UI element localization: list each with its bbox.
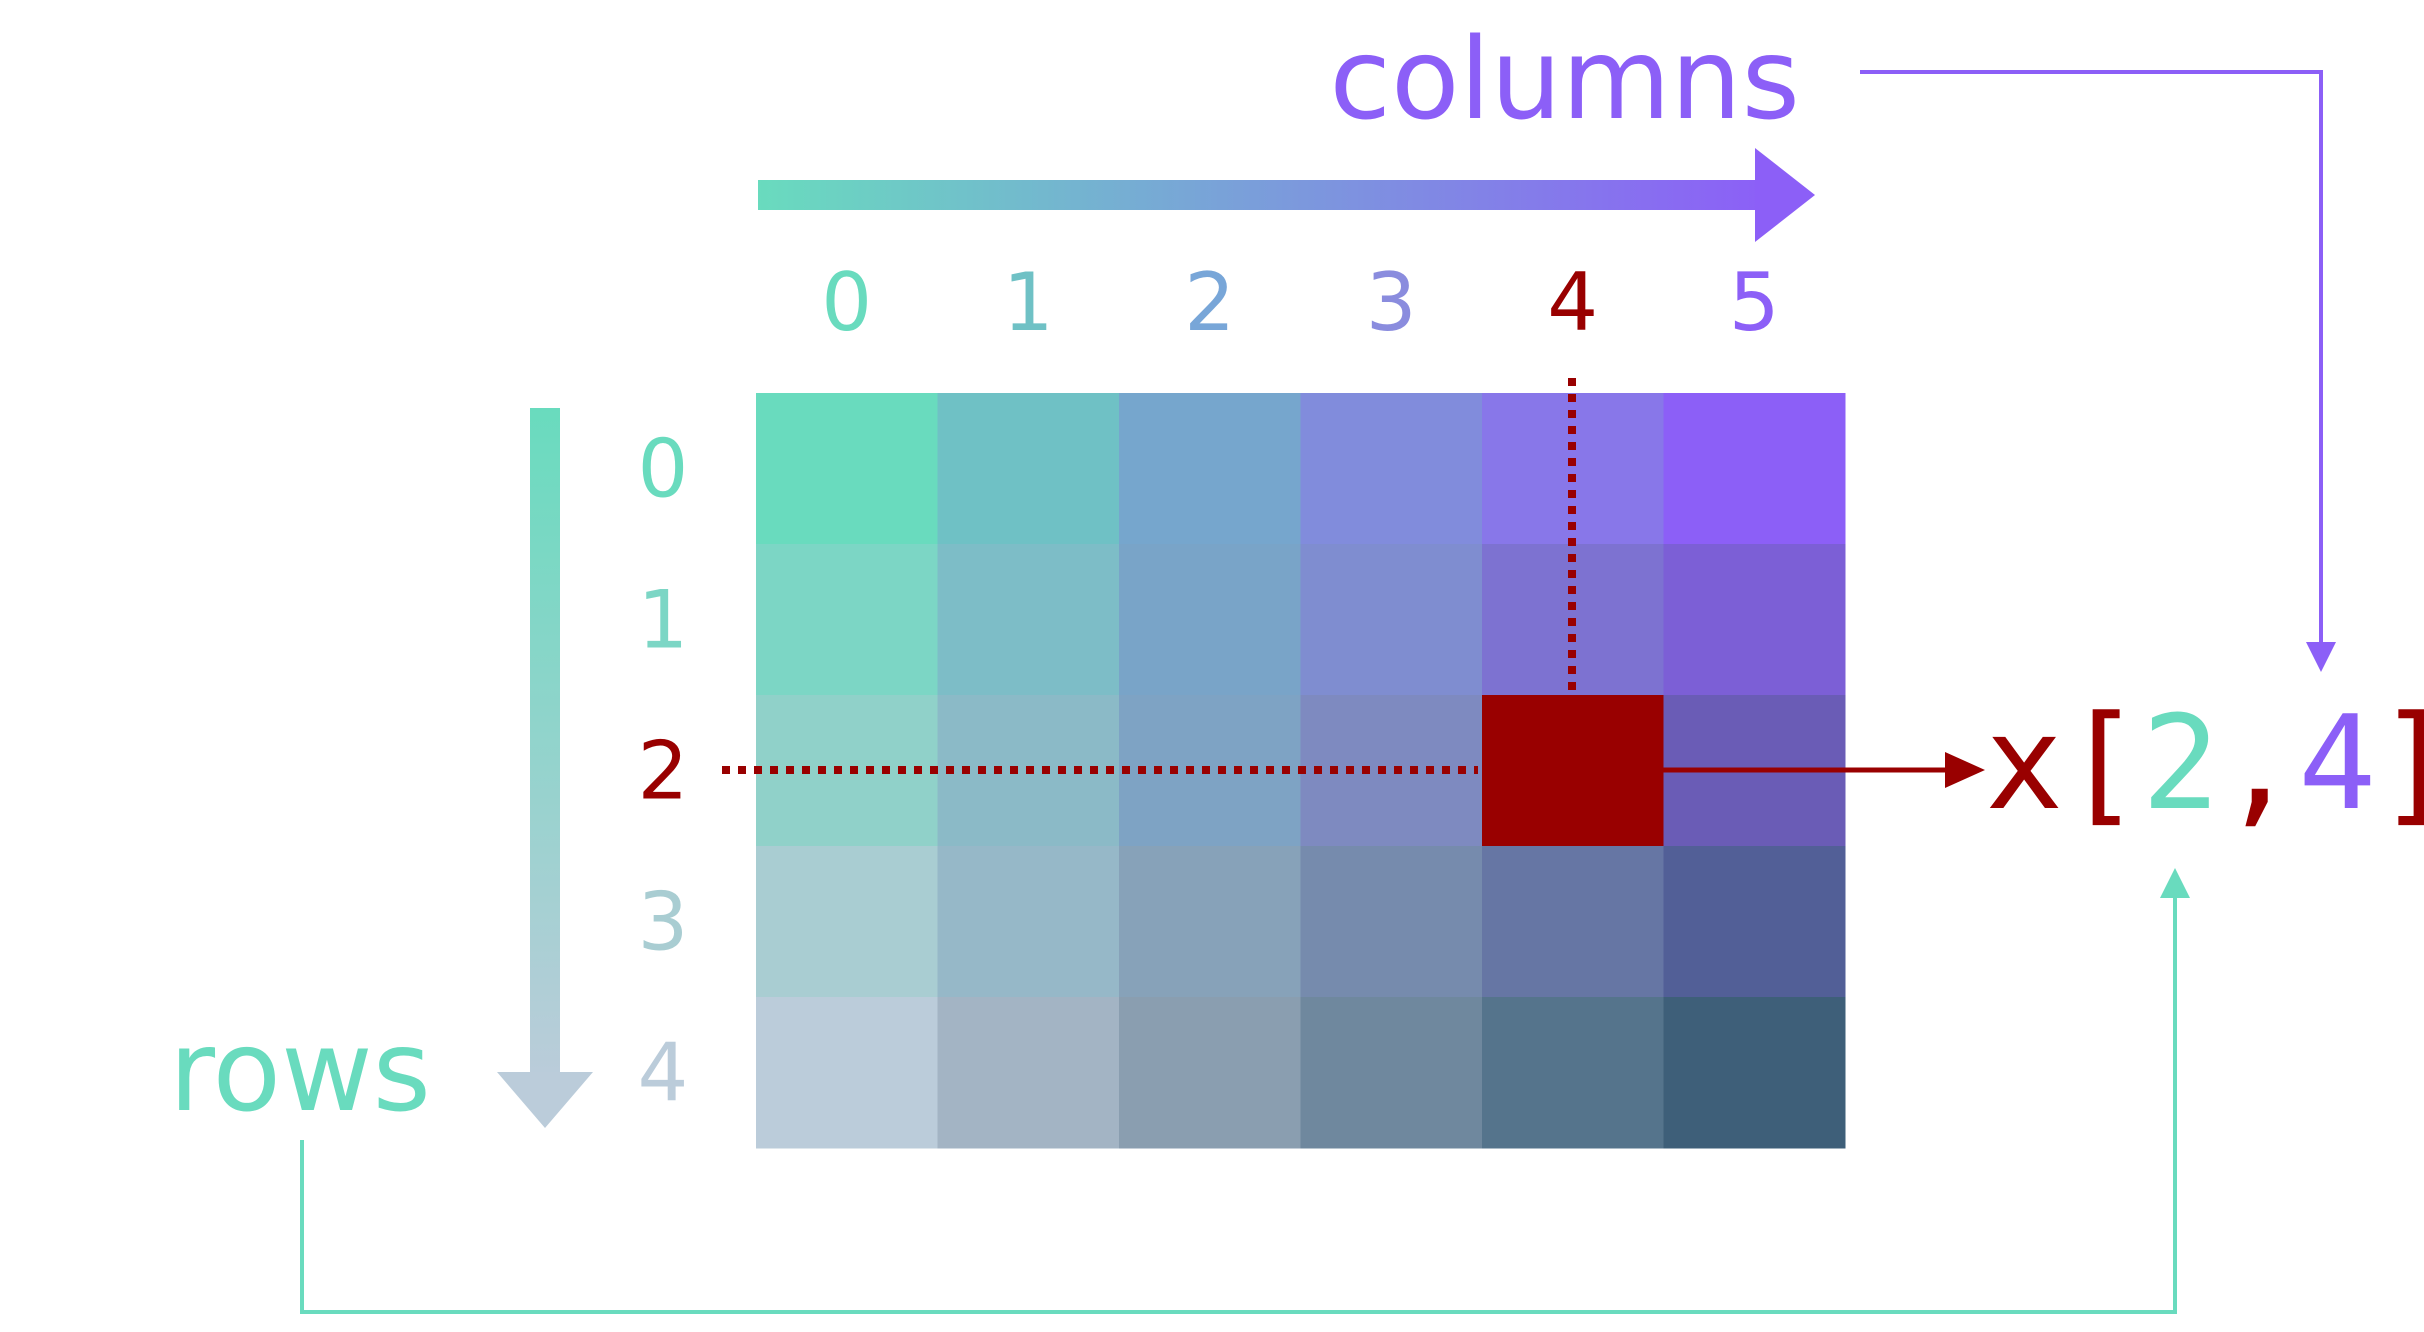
grid-cell xyxy=(1119,846,1301,998)
expression-name: x xyxy=(1985,687,2063,839)
grid-cell xyxy=(1300,846,1483,998)
grid-cell xyxy=(1300,695,1483,847)
expression-close-bracket: ] xyxy=(2376,687,2424,839)
expression-row-index: 2 xyxy=(2142,687,2220,839)
grid-cell xyxy=(756,997,938,1149)
grid-cell xyxy=(1300,997,1483,1149)
selected-cell xyxy=(1482,695,1664,847)
grid-cell xyxy=(937,393,1120,545)
columns-axis-arrow xyxy=(758,148,1815,242)
grid-cell xyxy=(756,544,938,696)
grid-cell xyxy=(756,393,938,545)
selection-arrow xyxy=(1662,752,1985,788)
column-index-label: 1 xyxy=(1003,256,1054,349)
grid-cell xyxy=(756,695,938,847)
grid-cell xyxy=(1300,544,1483,696)
grid-cell xyxy=(1663,846,1846,998)
column-index-label: 5 xyxy=(1729,256,1780,349)
row-index-label: 4 xyxy=(638,1027,689,1120)
grid-cell xyxy=(1300,393,1483,545)
grid-cell xyxy=(1482,846,1664,998)
rows-connector-arrow xyxy=(300,868,2190,1314)
expression-col-index: 4 xyxy=(2298,687,2376,839)
grid-cell xyxy=(1119,544,1301,696)
rows-axis-arrow xyxy=(497,408,593,1128)
row-index-label: 3 xyxy=(638,876,689,969)
grid-cell xyxy=(1482,997,1664,1149)
grid-cell xyxy=(1663,544,1846,696)
column-index-label: 4 xyxy=(1547,256,1598,349)
columns-connector-arrow xyxy=(1860,70,2336,672)
array-grid xyxy=(756,393,1846,1149)
column-index-label: 0 xyxy=(821,256,872,349)
grid-cell xyxy=(937,997,1120,1149)
grid-cell xyxy=(1119,997,1301,1149)
grid-cell xyxy=(1663,997,1846,1149)
column-index-labels: 0 1 2 3 4 5 xyxy=(821,256,1779,349)
grid-cell xyxy=(937,544,1120,696)
expression-comma: , xyxy=(2220,687,2298,839)
column-index-label: 2 xyxy=(1184,256,1235,349)
grid-cell xyxy=(937,846,1120,998)
grid-cell xyxy=(1482,393,1664,545)
grid-cell xyxy=(1119,393,1301,545)
grid-cell xyxy=(756,846,938,998)
column-index-label: 3 xyxy=(1366,256,1417,349)
index-expression: x[2,4] xyxy=(1985,687,2424,839)
grid-cell xyxy=(1663,393,1846,545)
rows-label: rows xyxy=(169,1007,431,1137)
expression-open-bracket: [ xyxy=(2063,687,2141,839)
row-index-label: 2 xyxy=(638,725,689,818)
row-index-label: 1 xyxy=(638,574,689,667)
columns-label: columns xyxy=(1329,15,1800,145)
row-index-labels: 0 1 2 3 4 xyxy=(638,423,689,1120)
row-index-label: 0 xyxy=(638,423,689,516)
